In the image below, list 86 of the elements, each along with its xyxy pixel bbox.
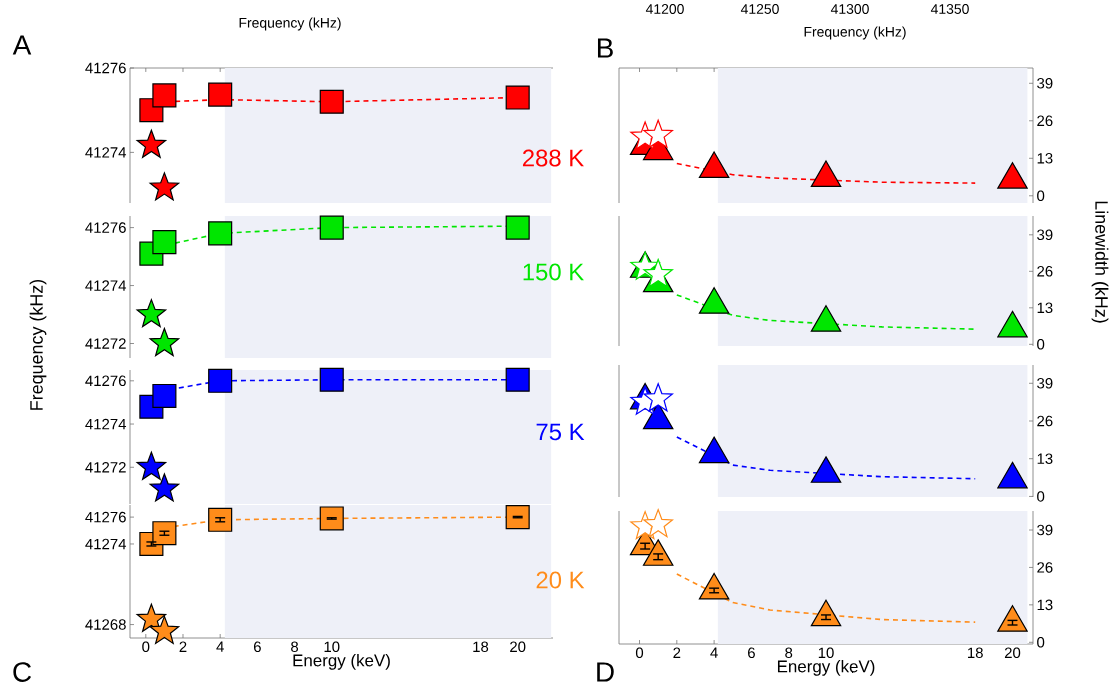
- annotation: 288 K: [522, 149, 584, 167]
- y-tick-label: 41274: [85, 147, 127, 158]
- y-tick-label: 0: [1037, 339, 1045, 350]
- point: [208, 82, 233, 107]
- point: [136, 298, 167, 328]
- text: 41350: [930, 4, 969, 14]
- point: [208, 507, 233, 532]
- y-tick-label: 0: [1037, 491, 1045, 502]
- point: [505, 505, 530, 530]
- text: A: [12, 35, 32, 55]
- x-tick-label: 6: [748, 647, 755, 659]
- y-tick-label: 39: [1037, 377, 1053, 389]
- point: [505, 215, 530, 240]
- point: [149, 327, 180, 357]
- line-series: [676, 573, 976, 623]
- y-tick-label: 41276: [85, 375, 126, 387]
- x-tick-label: 2: [179, 641, 187, 652]
- text: 41250: [740, 4, 779, 14]
- x-tick-label: 20: [1004, 647, 1021, 659]
- y-tick-label: 41276: [85, 62, 126, 74]
- text: Frequency (kHz): [804, 26, 906, 40]
- y-tick-label: 26: [1037, 266, 1053, 277]
- annotation: 20 K: [536, 571, 585, 589]
- x-tick-label: 10: [324, 641, 340, 653]
- y-tick-label: 41274: [85, 280, 127, 291]
- x-tick-label: 8: [291, 641, 299, 653]
- y-tick-label: 39: [1037, 524, 1053, 536]
- y-tick-label: 41272: [85, 338, 126, 349]
- y-tick-label: 39: [1037, 78, 1053, 89]
- point: [149, 615, 180, 644]
- y-tick-label: 41272: [85, 462, 126, 473]
- y-tick-label: 13: [1037, 599, 1053, 611]
- x-tick-label: 8: [785, 647, 793, 659]
- y-tick-label: 13: [1037, 302, 1053, 314]
- y-axis-title: Frequency (kHz): [29, 279, 47, 410]
- point: [208, 368, 233, 393]
- y-tick-label: 26: [1037, 415, 1053, 427]
- point: [505, 367, 530, 392]
- point: [152, 83, 177, 108]
- x-tick-label: 0: [635, 647, 644, 659]
- point: [319, 506, 344, 531]
- x-tick-label: 0: [142, 641, 150, 653]
- point: [149, 473, 180, 502]
- line-series: [676, 436, 976, 480]
- annotation: 75 K: [536, 423, 585, 441]
- point: [505, 85, 530, 110]
- x-tick-label: 6: [253, 641, 261, 653]
- y-tick-label: 0: [1037, 190, 1045, 202]
- point: [152, 230, 177, 255]
- y-tick-label: 41268: [85, 619, 126, 630]
- x-tick-label: 4: [216, 641, 224, 652]
- point: [152, 521, 177, 546]
- y-axis-title: Linewidth (kHz): [1091, 201, 1109, 323]
- point: [136, 451, 167, 480]
- x-axis-title: Energy (keV): [777, 659, 875, 676]
- point: [319, 215, 344, 240]
- y-tick-label: 39: [1037, 229, 1053, 241]
- text: 41200: [645, 4, 684, 14]
- text: D: [597, 662, 614, 682]
- point: [208, 221, 233, 246]
- x-tick-label: 2: [673, 647, 681, 658]
- point: [136, 129, 167, 158]
- y-tick-label: 41274: [85, 418, 127, 430]
- x-tick-label: 18: [968, 647, 983, 659]
- point: [149, 172, 180, 201]
- point: [319, 89, 344, 114]
- annotation: 150 K: [523, 263, 584, 281]
- point: [136, 603, 167, 632]
- text: Frequency (kHz): [239, 17, 341, 31]
- y-tick-label: 41276: [85, 511, 126, 523]
- x-tick-label: 20: [510, 641, 526, 653]
- text: C: [13, 662, 32, 682]
- point: [152, 383, 177, 408]
- x-tick-label: 18: [473, 641, 489, 653]
- y-tick-label: 41276: [85, 222, 126, 233]
- x-axis-title: Energy (keV): [293, 653, 390, 670]
- x-tick-label: 10: [818, 647, 834, 659]
- x-tick-label: 4: [710, 647, 718, 658]
- y-tick-label: 26: [1037, 115, 1053, 127]
- y-tick-label: 13: [1037, 453, 1053, 464]
- y-tick-label: 13: [1037, 153, 1053, 164]
- text: 41300: [830, 4, 869, 14]
- y-tick-label: 26: [1037, 562, 1053, 573]
- point: [319, 367, 344, 392]
- text: B: [597, 38, 613, 58]
- y-tick-label: 41274: [85, 538, 127, 550]
